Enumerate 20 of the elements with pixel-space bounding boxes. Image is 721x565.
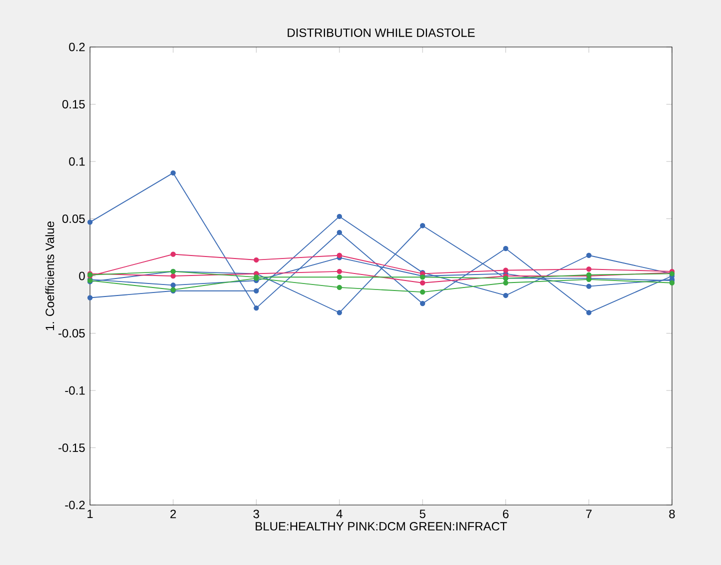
y-tick-label: -0.05 (58, 328, 85, 338)
x-tick-label: 6 (502, 510, 509, 518)
y-tick-label: 0.1 (69, 157, 85, 166)
x-tick-label: 3 (253, 510, 260, 518)
y-tick-label: -0.1 (65, 386, 85, 395)
x-tick-label: 8 (669, 510, 675, 518)
y-tick-label: 0.2 (69, 42, 85, 52)
x-tick-label: 4 (336, 510, 342, 518)
y-tick-label: -0.15 (58, 443, 85, 452)
y-tick-label: -0.2 (65, 500, 85, 510)
y-axis-title: 1. Coefficients Value (45, 221, 54, 330)
x-tick-label: 5 (420, 510, 426, 518)
y-tick-label: 0 (79, 272, 85, 280)
x-tick-label: 2 (170, 510, 176, 518)
x-axis-title: BLUE:HEALTHY PINK:DCM GREEN:INFRACT (256, 522, 507, 531)
y-tick-label: 0.15 (62, 100, 85, 109)
x-tick-label: 7 (586, 510, 592, 518)
x-tick-label: 1 (88, 510, 93, 518)
chart-title: DISTRIBUTION WHILE DIASTOLE (288, 28, 475, 37)
y-tick-label: 0.05 (62, 214, 85, 224)
